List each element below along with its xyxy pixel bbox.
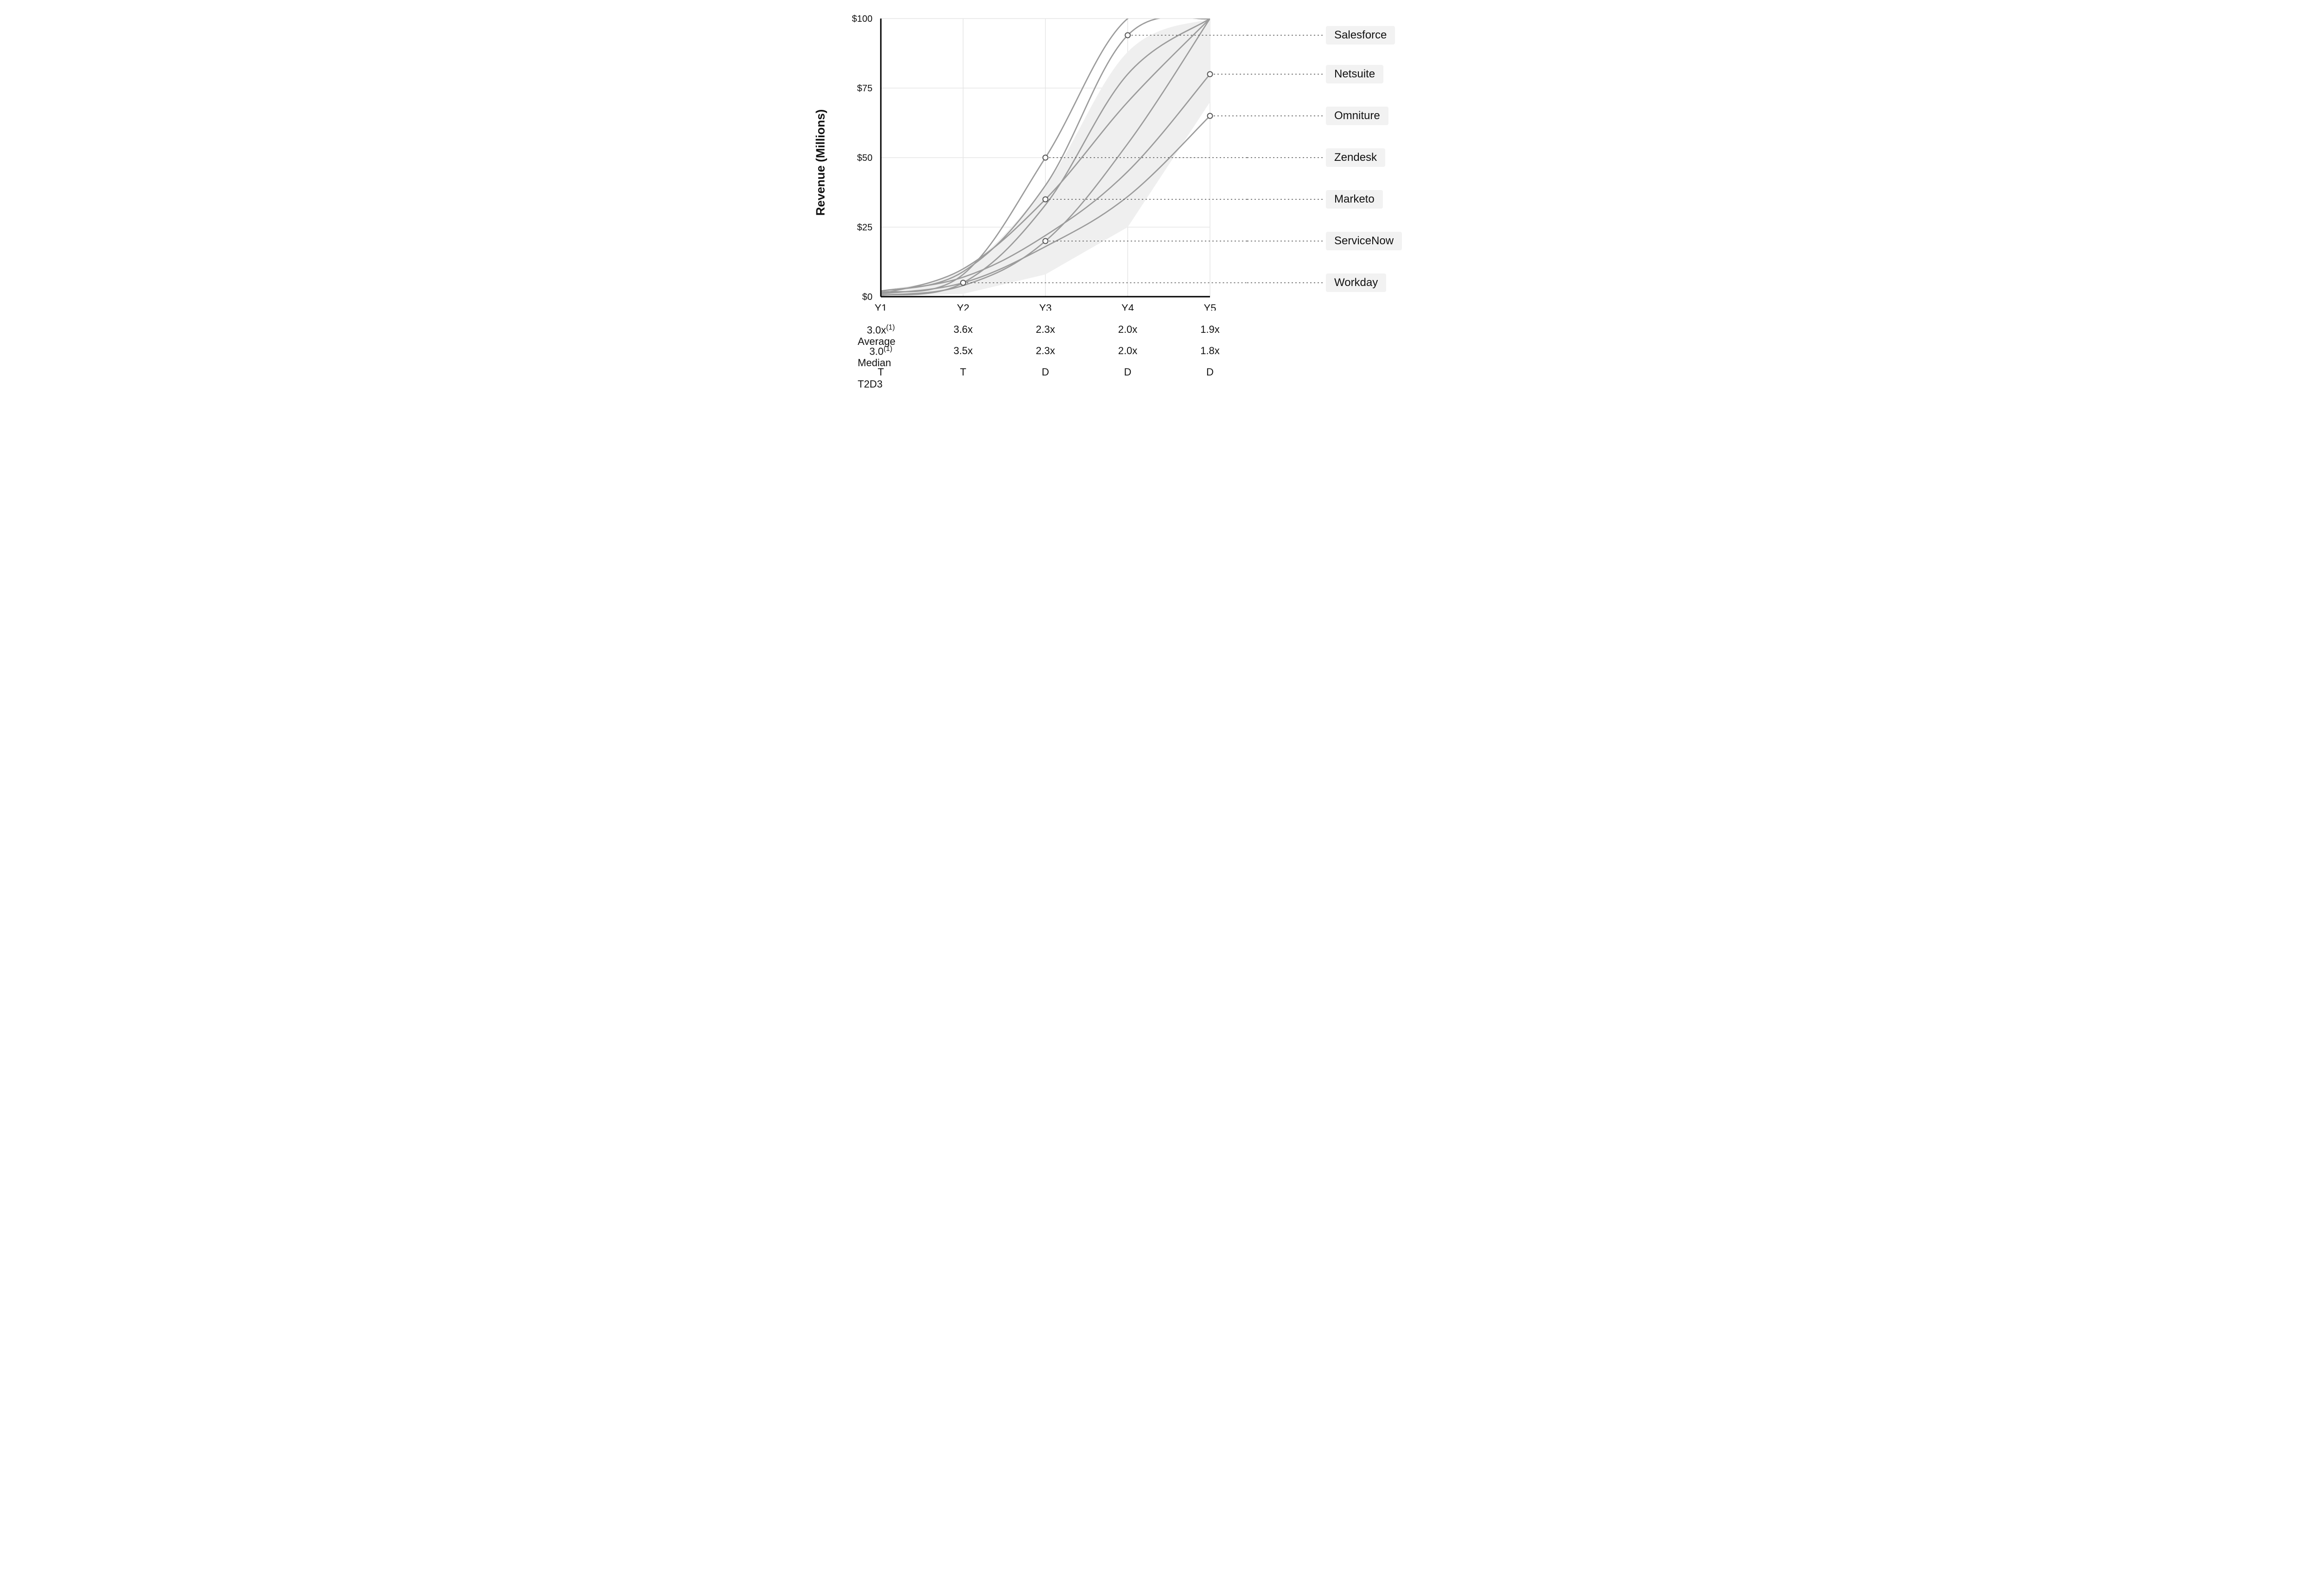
series-marker-zendesk	[1043, 155, 1048, 160]
table-cell: 3.0(1)	[848, 345, 914, 357]
series-label-omniture: Omniture	[1326, 107, 1388, 125]
y-tick-label: $100	[852, 14, 873, 24]
x-tick-label: Y2	[957, 302, 969, 311]
y-axis-label: Revenue (Millions)	[814, 109, 828, 216]
table-cell: D	[1177, 366, 1243, 378]
table-row: T2D3TTDDD	[830, 366, 1247, 388]
chart-plot-column: $0 $25 $50 $75 $100 Y1 Y2 Y3 Y4 Y5	[830, 14, 1247, 311]
confidence-band	[839, 19, 1210, 306]
table-cell: 2.0x	[1095, 345, 1161, 357]
table-cell: 1.9x	[1177, 324, 1243, 336]
series-marker-salesforce	[1125, 33, 1130, 38]
x-tick-label: Y1	[875, 302, 887, 311]
table-cell: 3.6x	[930, 324, 996, 336]
table-cell: D	[1095, 366, 1161, 378]
series-label-netsuite: Netsuite	[1326, 65, 1383, 83]
y-tick-label: $0	[862, 292, 872, 302]
x-tick-label: Y3	[1039, 302, 1052, 311]
table-cell: 2.0x	[1095, 324, 1161, 336]
table-cell: 2.3x	[1013, 324, 1078, 336]
summary-table: Average3.0x(1)3.6x2.3x2.0x1.9xMedian3.0(…	[830, 324, 1247, 388]
series-label-marketo: Marketo	[1326, 190, 1383, 209]
table-cell: 1.8x	[1177, 345, 1243, 357]
series-marker-omniture	[1208, 114, 1213, 119]
table-row: Average3.0x(1)3.6x2.3x2.0x1.9x	[830, 324, 1247, 345]
series-marker-netsuite	[1208, 72, 1213, 77]
table-cell: T	[930, 366, 996, 378]
y-tick-label: $75	[857, 83, 872, 94]
y-tick-label: $25	[857, 223, 872, 233]
line-chart: $0 $25 $50 $75 $100 Y1 Y2 Y3 Y4 Y5	[830, 14, 1247, 311]
series-label-servicenow: ServiceNow	[1326, 232, 1402, 250]
row-header: T2D3	[830, 378, 918, 390]
chart-row: Revenue (Millions) $0 $25 $50 $75 $100 Y1 Y2 Y3…	[811, 14, 1507, 311]
table-cell: 3.0x(1)	[848, 324, 914, 336]
y-axis-label-column: Revenue (Millions)	[811, 14, 830, 311]
series-marker-marketo	[1043, 197, 1048, 202]
series-labels-column: Salesforce Netsuite Omniture Zendesk Marketo…	[1247, 14, 1507, 311]
table-cell: 3.5x	[930, 345, 996, 357]
series-marker-workday	[961, 280, 966, 286]
x-tick-label: Y5	[1204, 302, 1216, 311]
table-cell: 2.3x	[1013, 345, 1078, 357]
x-tick-label: Y4	[1121, 302, 1134, 311]
table-row: Median3.0(1)3.5x2.3x2.0x1.8x	[830, 345, 1247, 366]
table-cell: T	[848, 366, 914, 378]
series-label-zendesk: Zendesk	[1326, 148, 1385, 167]
series-marker-servicenow	[1043, 239, 1048, 244]
y-tick-label: $50	[857, 153, 872, 163]
series-label-workday: Workday	[1326, 273, 1386, 292]
chart-container: Revenue (Millions) $0 $25 $50 $75 $100 Y1 Y2 Y3…	[793, 0, 1525, 406]
series-label-salesforce: Salesforce	[1326, 26, 1395, 45]
table-cell: D	[1013, 366, 1078, 378]
